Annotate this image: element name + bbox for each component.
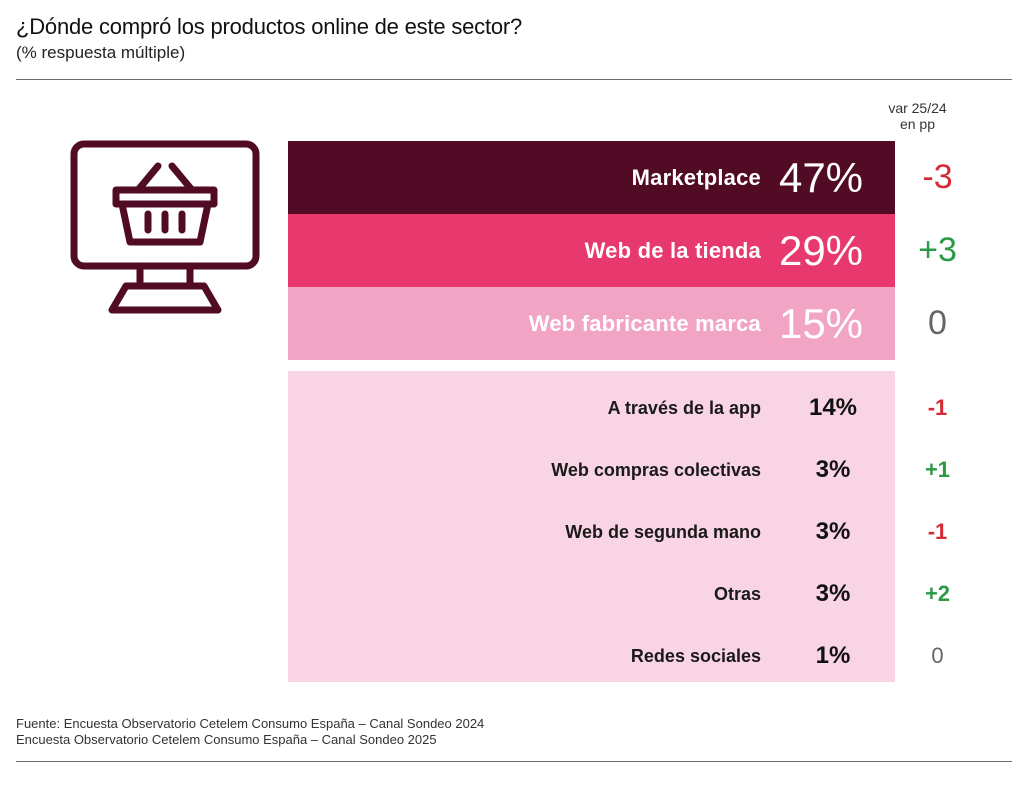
row-value: 1% xyxy=(815,642,851,669)
row-label: Redes sociales xyxy=(630,646,761,666)
row-label: Web de segunda mano xyxy=(565,522,761,542)
variation-header-line-2: en pp xyxy=(899,116,936,132)
variation-compras-colectivas: +1 xyxy=(924,457,951,482)
variation-marketplace: -3 xyxy=(922,158,953,196)
variation-web-de-la-tienda: +3 xyxy=(918,231,957,269)
variation-app: -1 xyxy=(927,395,948,420)
variation-header-line-1: var 25/24 xyxy=(888,100,947,116)
bottom-divider xyxy=(16,761,1012,762)
bar-value: 47% xyxy=(778,154,864,201)
source-line-2: Encuesta Observatorio Cetelem Consumo Es… xyxy=(16,732,437,747)
table-row: Otras 3% xyxy=(288,563,895,625)
table-row: Web de segunda mano 3% xyxy=(288,501,895,563)
bar-label: Marketplace xyxy=(631,165,761,190)
table-row: Web compras colectivas 3% xyxy=(288,439,895,501)
bar-value: 29% xyxy=(778,227,864,274)
bar-marketplace: Marketplace 47% xyxy=(288,141,895,214)
variation-column-header: var 25/24 en pp xyxy=(880,100,955,132)
source-line-1: Fuente: Encuesta Observatorio Cetelem Co… xyxy=(16,716,485,731)
bar-web-fabricante-marca: Web fabricante marca 15% xyxy=(288,287,895,360)
row-value: 3% xyxy=(815,518,851,545)
variation-redes-sociales: 0 xyxy=(931,643,944,668)
table-row: A través de la app 14% xyxy=(288,377,895,439)
shopping-basket-on-monitor-icon xyxy=(70,140,260,314)
table-row: Redes sociales 1% xyxy=(288,625,895,687)
bar-label: Web fabricante marca xyxy=(528,311,761,336)
row-value: 14% xyxy=(808,394,858,421)
chart-title: ¿Dónde compró los productos online de es… xyxy=(16,14,523,39)
row-value: 3% xyxy=(815,580,851,607)
other-channels-panel: A través de la app 14% Web compras colec… xyxy=(288,371,895,682)
bar-web-de-la-tienda: Web de la tienda 29% xyxy=(288,214,895,287)
variation-web-fabricante-marca: 0 xyxy=(928,304,947,342)
row-label: A través de la app xyxy=(607,398,761,418)
row-label: Otras xyxy=(713,584,761,604)
top-divider xyxy=(16,79,1012,80)
chart-subtitle: (% respuesta múltiple) xyxy=(16,43,186,62)
row-value: 3% xyxy=(815,456,851,483)
variation-otras: +2 xyxy=(924,581,951,606)
bar-label: Web de la tienda xyxy=(584,238,761,263)
row-label: Web compras colectivas xyxy=(551,460,761,480)
bar-value: 15% xyxy=(778,300,864,347)
variation-segunda-mano: -1 xyxy=(927,519,948,544)
source-note: Fuente: Encuesta Observatorio Cetelem Co… xyxy=(16,716,484,748)
